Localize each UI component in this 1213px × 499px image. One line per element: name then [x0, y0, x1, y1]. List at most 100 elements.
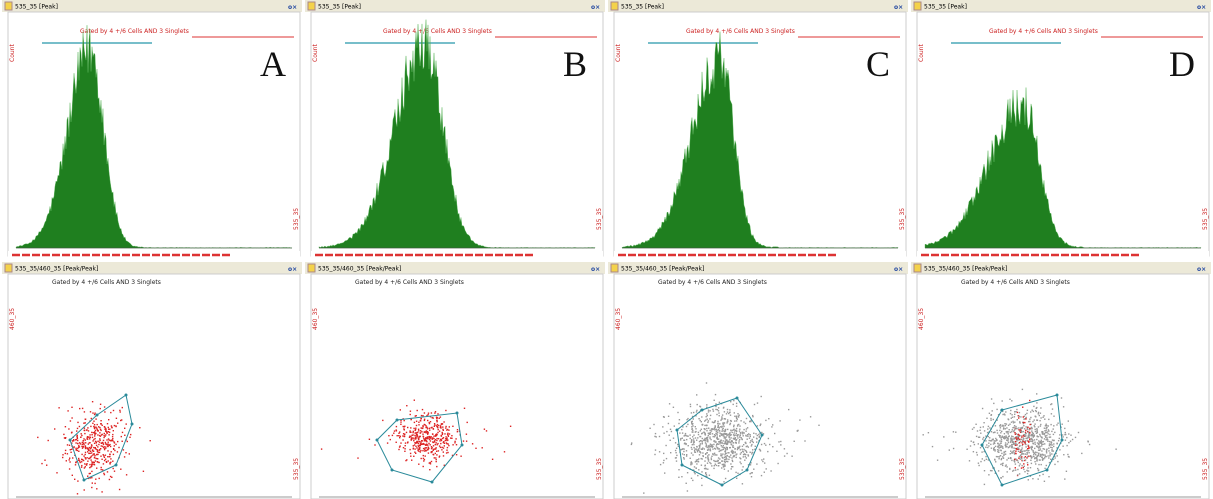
event-dot — [1041, 453, 1043, 456]
event-dot — [712, 410, 715, 412]
event-dot — [110, 458, 112, 460]
event-dot — [426, 414, 428, 417]
event-dot — [427, 446, 429, 448]
event-dot — [424, 455, 426, 457]
event-dot — [82, 446, 84, 448]
event-dot — [444, 439, 446, 442]
event-dot — [1013, 425, 1016, 427]
event-dot — [724, 458, 727, 461]
event-dot — [422, 415, 424, 417]
event-dot — [410, 455, 412, 457]
event-dot — [1012, 441, 1015, 443]
event-dot — [772, 446, 774, 448]
event-dot — [975, 423, 977, 425]
event-dot — [78, 425, 81, 428]
event-dot — [399, 445, 401, 447]
event-dot — [98, 477, 100, 480]
event-dot — [734, 420, 736, 422]
event-dot — [1016, 419, 1018, 421]
event-dot — [418, 463, 420, 465]
event-dot — [734, 438, 736, 440]
event-dot — [649, 427, 651, 429]
event-dot — [1000, 432, 1002, 434]
event-dot — [697, 433, 700, 436]
event-dot — [1015, 425, 1017, 428]
window-close[interactable]: o× — [894, 266, 903, 273]
event-dot — [435, 434, 437, 436]
event-dot — [716, 438, 719, 440]
event-dot — [752, 441, 754, 444]
event-dot — [994, 450, 996, 452]
event-dot — [735, 405, 738, 407]
event-dot — [1015, 469, 1017, 471]
event-dot — [1000, 446, 1002, 448]
event-dot — [1006, 445, 1008, 448]
event-dot — [691, 439, 693, 441]
event-dot — [1002, 436, 1004, 438]
gate-vertex — [980, 443, 984, 447]
event-dot — [113, 445, 115, 447]
event-dot — [368, 438, 371, 440]
event-dot — [88, 457, 90, 460]
window-close[interactable]: o× — [288, 266, 297, 273]
window-close[interactable]: o× — [894, 4, 903, 11]
window-icon — [610, 1, 619, 11]
event-dot — [439, 425, 442, 427]
event-dot — [1005, 431, 1007, 433]
event-dot — [448, 444, 450, 447]
window-close[interactable]: o× — [591, 266, 600, 273]
event-dot — [94, 447, 96, 449]
x-axis-label: 535_35 — [899, 458, 906, 480]
event-dot — [727, 460, 729, 463]
window-close[interactable]: o× — [1197, 266, 1206, 273]
window-close[interactable]: o× — [288, 4, 297, 11]
event-dot — [729, 423, 731, 426]
event-dot — [1019, 430, 1021, 432]
event-dot — [683, 454, 685, 456]
event-dot — [689, 437, 691, 440]
window-close[interactable]: o× — [1197, 4, 1206, 11]
gate-polygon[interactable] — [676, 397, 763, 486]
event-dot — [1050, 423, 1052, 426]
event-dot — [679, 439, 682, 441]
event-dot — [987, 459, 990, 461]
event-dot — [456, 429, 459, 431]
event-dot — [88, 472, 90, 475]
event-dot — [1060, 397, 1063, 399]
event-dot — [89, 466, 91, 469]
event-dot — [1042, 473, 1044, 476]
event-dot — [1067, 453, 1069, 456]
event-dot — [722, 466, 725, 468]
event-dot — [723, 432, 726, 435]
event-dot — [128, 453, 130, 455]
event-dot — [92, 450, 95, 452]
event-dot — [83, 427, 86, 429]
event-dot — [442, 428, 444, 431]
event-dot — [662, 426, 664, 428]
event-dot — [718, 412, 720, 414]
event-dot — [1032, 442, 1034, 445]
event-dot — [693, 440, 695, 442]
event-dot — [693, 441, 695, 443]
event-dot — [438, 430, 441, 432]
event-dot — [117, 440, 119, 443]
event-dot — [1015, 442, 1017, 445]
event-dot — [720, 453, 722, 455]
event-dot — [1009, 423, 1011, 425]
event-dot — [994, 445, 997, 448]
event-dot — [437, 428, 439, 431]
event-dot — [687, 423, 689, 426]
event-dot — [1055, 452, 1057, 455]
event-dot — [705, 419, 707, 421]
event-dot — [1021, 444, 1023, 447]
event-dot — [714, 441, 716, 443]
event-dot — [999, 440, 1001, 442]
event-dot — [952, 431, 955, 433]
window-close[interactable]: o× — [591, 4, 600, 11]
event-dot — [119, 411, 121, 413]
event-dot — [1010, 440, 1012, 442]
event-dot — [737, 434, 739, 436]
event-dot — [1007, 435, 1010, 438]
event-dot — [1036, 406, 1038, 409]
event-dot — [107, 438, 110, 440]
